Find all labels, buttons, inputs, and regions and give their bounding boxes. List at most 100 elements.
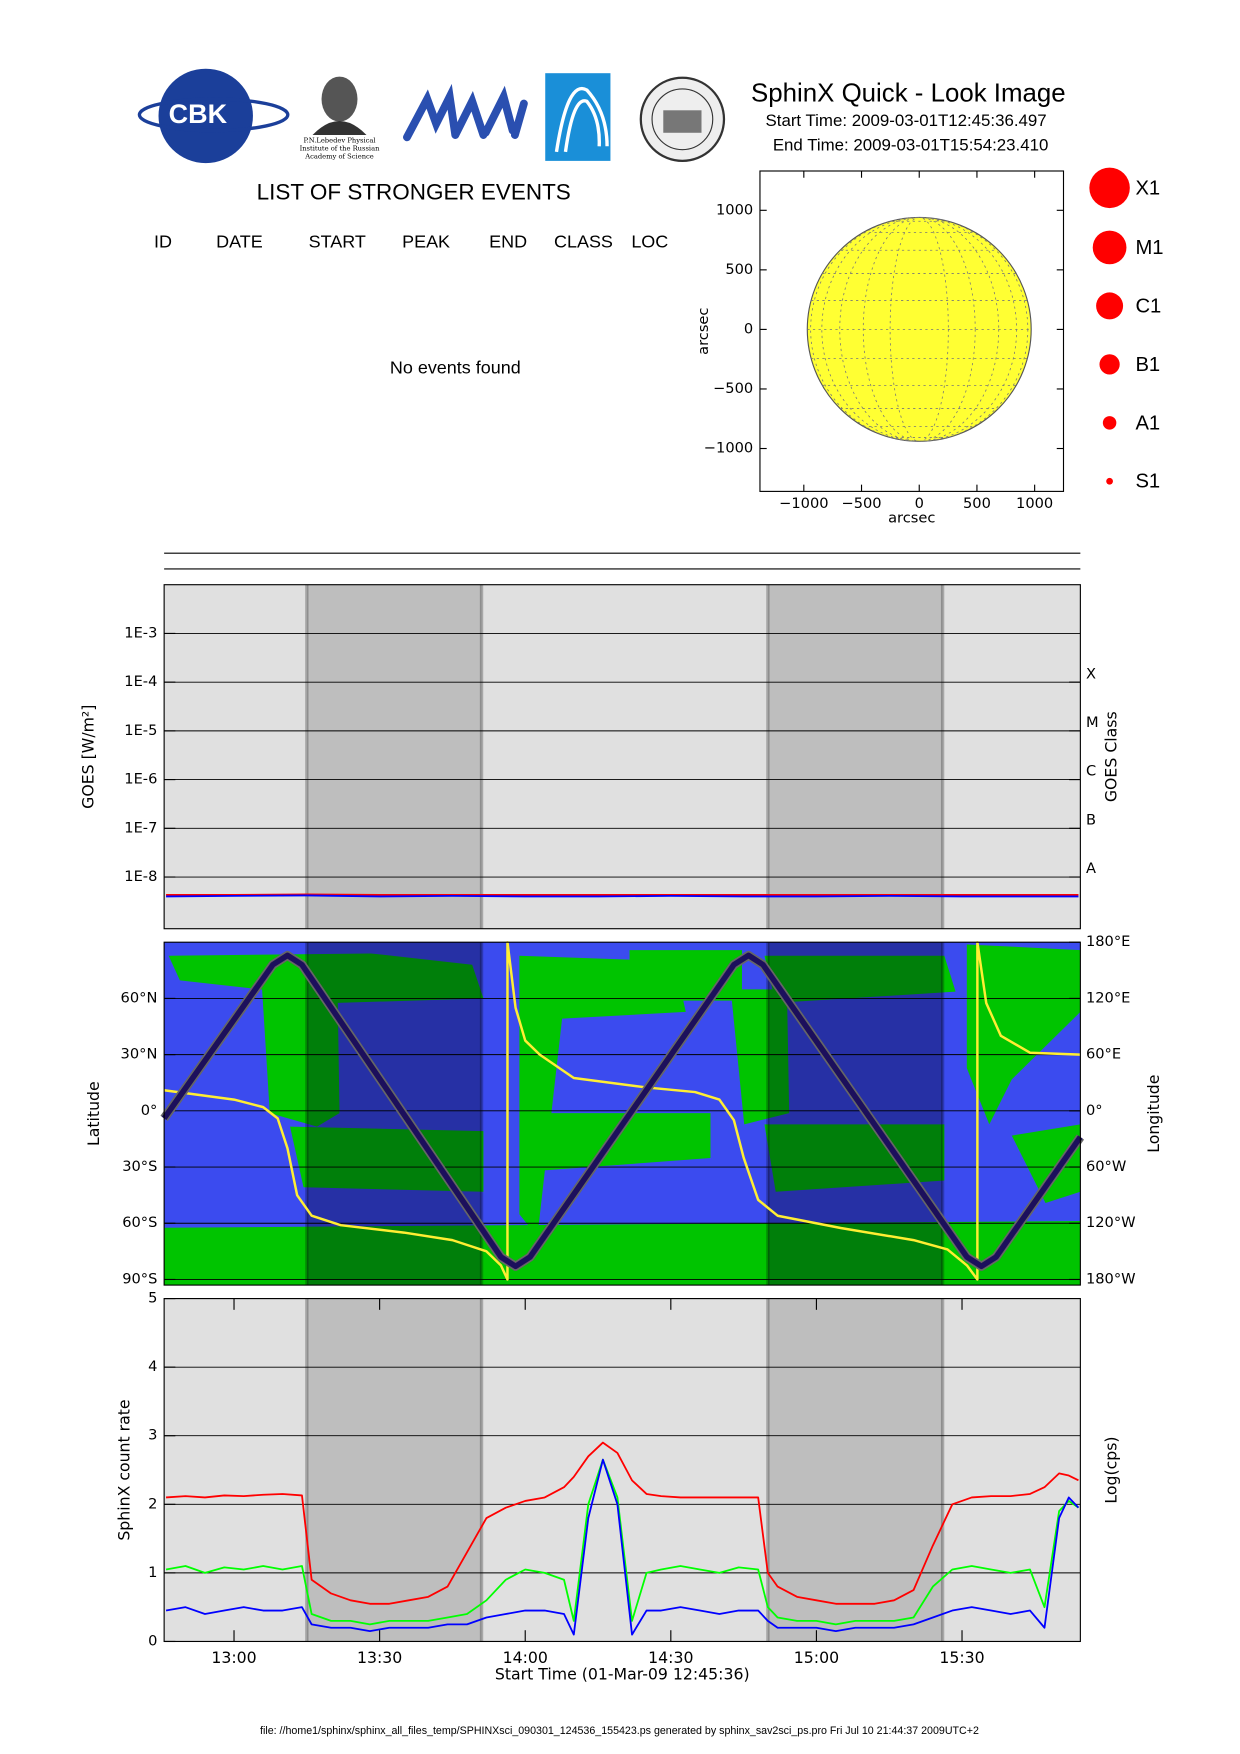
solar-disk [806, 216, 1032, 442]
latitude-track [161, 952, 1083, 1270]
y-tick-label: 1 [148, 1564, 157, 1581]
header-end-time: End Time: 2009-03-01T15:54:23.410 [773, 136, 1049, 155]
axis-label: GOES Class [1101, 711, 1120, 802]
zone [519, 955, 686, 1237]
zone [290, 1126, 484, 1192]
y-tick-label: 2 [148, 1495, 157, 1512]
events-column: CLASS [554, 232, 613, 252]
shaded-interval [306, 584, 482, 929]
class-legend-label: C1 [1135, 295, 1161, 317]
axis-label: GOES [W/m²] [78, 705, 97, 809]
zone [764, 1124, 945, 1192]
logo-lebedev-line: Academy of Science [304, 152, 374, 160]
class-legend-dot [1089, 167, 1130, 209]
class-legend-dot [1096, 292, 1124, 320]
y-tick-label: 90°S [122, 1270, 157, 1287]
x-tick-label: 13:30 [357, 1648, 402, 1667]
x-tick-label: 1000 [1016, 495, 1053, 512]
plot-frame [163, 584, 1081, 930]
logo-cbk-ring [137, 97, 290, 133]
y-tick-label: 60°N [121, 989, 158, 1006]
shaded-interval [306, 1298, 482, 1642]
series-line [166, 894, 1079, 898]
x-tick-label: 13:00 [211, 1648, 256, 1667]
y2-tick-label: C [1086, 763, 1096, 780]
logo-mifi [403, 83, 528, 142]
x-tick-label: −500 [841, 495, 881, 512]
logo-cbk-text: CBK [169, 99, 228, 129]
class-legend-label: M1 [1135, 237, 1163, 259]
logo-cbk: CBK [137, 68, 290, 164]
axis-label: SphinX count rate [114, 1399, 133, 1540]
logo-cbk-disc [158, 68, 253, 164]
logo-mifi-mark [403, 83, 528, 142]
y-tick-label: 1E-5 [124, 722, 157, 739]
y-tick-label: 60°S [122, 1214, 157, 1231]
x-tick-label: 500 [963, 495, 991, 512]
events-title: LIST OF STRONGER EVENTS [257, 179, 571, 204]
y-tick-label: 4 [148, 1358, 157, 1375]
axis-label: Log(cps) [1101, 1436, 1120, 1503]
y2-tick-label: M [1086, 714, 1099, 731]
y-tick-label: 30°S [122, 1158, 157, 1175]
events-message: No events found [390, 358, 521, 378]
class-legend-dot [1102, 416, 1117, 430]
series-line [165, 1441, 1079, 1605]
logo-lebedev: P.N.Lebedev Physical Institute of the Ru… [300, 76, 380, 160]
y-tick-label: 500 [725, 261, 753, 278]
class-legend-dot [1092, 230, 1127, 265]
zone [260, 969, 340, 1127]
y-tick-label: 0° [141, 1102, 158, 1119]
logo-seal-inner [651, 88, 714, 151]
y-tick-label: 3 [148, 1427, 157, 1444]
x-tick-label: −1000 [779, 495, 828, 512]
shaded-interval [767, 942, 943, 1286]
y2-tick-label: A [1086, 860, 1096, 877]
y-tick-label: 1E-3 [124, 624, 157, 641]
zone [764, 955, 956, 1003]
events-column: DATE [216, 232, 263, 252]
y-tick-label: 5 [148, 1290, 157, 1307]
y2-tick-label: 120°W [1086, 1214, 1136, 1231]
shaded-interval [306, 942, 482, 1286]
series-line [165, 1458, 1080, 1636]
axis-label: Latitude [84, 1081, 103, 1146]
x-axis-label: arcsec [888, 509, 935, 526]
zone-map [164, 944, 1081, 1286]
class-legend-dot [1099, 354, 1120, 375]
axis-label: Longitude [1144, 1075, 1163, 1153]
logo-arc-curve [554, 86, 609, 153]
logo-arc [545, 73, 611, 161]
y-tick-label: −1000 [704, 440, 753, 457]
y-tick-label: 1000 [716, 201, 753, 218]
logo-lebedev-line: P.N.Lebedev Physical [303, 137, 375, 145]
plot-frame [163, 1298, 1081, 1643]
portrait-body [312, 120, 367, 136]
events-column: LOC [631, 232, 668, 252]
class-legend-dot [1106, 477, 1113, 485]
events-column: START [309, 232, 366, 252]
zone [1011, 1124, 1081, 1204]
plot-frame [163, 941, 1081, 1286]
y-tick-label: 0 [148, 1632, 157, 1649]
series-line [165, 1458, 1079, 1626]
zone [730, 989, 790, 1125]
y-tick-label: 1E-8 [124, 868, 157, 885]
class-legend-label: A1 [1135, 412, 1160, 434]
y-tick-label: 1E-4 [124, 673, 157, 690]
header-title: SphinX Quick - Look Image [751, 79, 1066, 107]
zone [966, 944, 1081, 1125]
x-tick-label: 15:00 [794, 1648, 839, 1667]
y2-tick-label: 120°E [1086, 989, 1130, 1006]
y2-tick-label: B [1086, 811, 1096, 828]
shaded-interval [767, 1298, 943, 1642]
axis-label: arcsec [695, 308, 712, 355]
footer: file: //home1/sphinx/sphinx_all_files_te… [260, 1725, 979, 1737]
events-column: ID [154, 232, 172, 252]
x-tick-label: 14:00 [503, 1648, 548, 1667]
logo-seal [639, 76, 726, 163]
shaded-interval [767, 584, 943, 929]
portrait-head [321, 76, 358, 122]
